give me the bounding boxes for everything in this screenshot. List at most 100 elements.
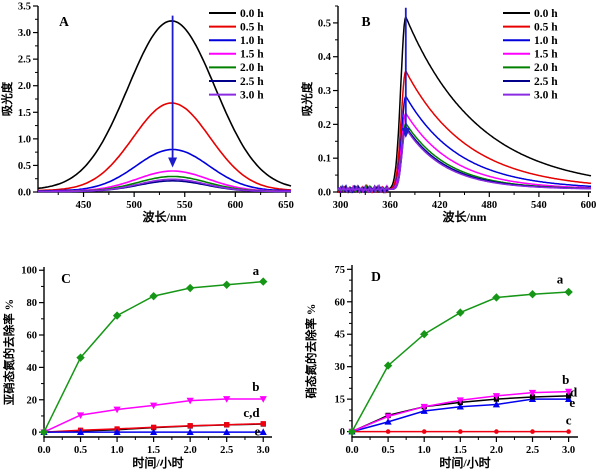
chart-text: 600 <box>581 200 597 211</box>
chart-text: 0.2 <box>318 120 331 131</box>
chart-text: 650 <box>278 200 294 211</box>
series-3.0 h <box>337 126 591 194</box>
marker-square <box>224 422 230 428</box>
axis-spines <box>351 265 578 438</box>
chart-text: c,d <box>243 405 260 420</box>
chart-text: 0.5 <box>318 18 331 29</box>
chart-text: 450 <box>76 200 92 211</box>
marker-square <box>187 423 193 429</box>
marker-diamond <box>259 277 268 286</box>
series-3.0 h <box>38 178 291 193</box>
chart-text: 1.0 <box>418 445 431 456</box>
chart-text: 60 <box>335 297 346 308</box>
chart-text: 3.0 h <box>240 89 264 101</box>
chart-text: 0.4 <box>318 52 332 63</box>
chart-text: b <box>562 372 569 387</box>
marker-diamond <box>185 283 195 293</box>
marker-triangle-down <box>492 393 501 400</box>
panel-C-group: 0.0 0.5 1.0 1.5 2.0 2.5 3.0 0 20 40 60 80 100 时间/小时 亚硝… <box>2 263 272 470</box>
chart-text: 2.5 <box>526 445 539 456</box>
panel-b-chart: 300 360 420 480 540 600 0.0 0.1 0.2 0.3 0.4 0.5 波长/n… <box>300 5 597 224</box>
chart-text: 2.0 <box>490 445 503 456</box>
chart-text: 1.5 <box>18 108 31 119</box>
chart-text: 2.0 h <box>534 62 558 74</box>
chart-text: 0.0 <box>18 188 31 199</box>
chart-text: 时间/小时 <box>132 455 183 470</box>
marker-triangle-down <box>565 388 573 396</box>
panel-D-group: 0.0 0.5 1.0 1.5 2.0 2.5 3.0 0 15 30 45 60 75 时间/小时 硝态氮… <box>304 265 578 470</box>
marker-diamond <box>456 308 465 317</box>
chart-text: 0.0 <box>37 445 50 456</box>
chart-text: 1.5 h <box>240 49 264 61</box>
chart-text: 1.5 <box>454 445 467 456</box>
chart-text: 1.0 h <box>240 35 264 47</box>
chart-text: 2.5 h <box>534 76 558 88</box>
chart-text: 2.0 <box>184 445 197 456</box>
chart-text: 0.3 <box>318 86 331 97</box>
chart-text: 0.5 h <box>240 21 264 33</box>
marker-triangle-up <box>150 428 158 435</box>
marker-diamond <box>39 427 49 437</box>
chart-text: 20 <box>27 395 38 406</box>
marker-triangle-up <box>186 428 194 435</box>
marker-circle <box>494 429 499 434</box>
marker-triangle-down <box>420 403 428 411</box>
panel-d-chart: 0.0 0.5 1.0 1.5 2.0 2.5 3.0 0 15 30 45 60 75 时间/小时 硝态氮… <box>304 265 578 470</box>
chart-text: 30 <box>335 362 346 373</box>
series-0.5 h <box>37 102 292 192</box>
marker-diamond <box>347 427 357 436</box>
marker-triangle-up <box>259 428 267 435</box>
chart-text: 0.0 <box>318 188 331 199</box>
chart-text: 420 <box>432 200 448 211</box>
chart-text: 500 <box>126 200 142 211</box>
series-2.5 h <box>337 125 591 194</box>
panel-a-chart: 450 500 550 600 650 0.0 0.5 1.0 1.5 2.0 2.5 3.0 3.5 波… <box>0 2 294 225</box>
marker-circle <box>566 429 571 434</box>
chart-text: 60 <box>27 331 38 342</box>
chart-text: D <box>371 269 381 284</box>
series-1.5 h <box>337 111 591 194</box>
marker-square <box>260 421 266 427</box>
chart-text: 480 <box>481 200 497 211</box>
chart-text: 300 <box>333 200 349 211</box>
chart-text: 80 <box>27 298 38 309</box>
chart-text: 0 <box>32 428 37 439</box>
marker-triangle-down <box>186 397 194 405</box>
chart-text: a <box>253 263 260 278</box>
chart-text: e <box>569 395 575 410</box>
chart-text: 3.0 <box>562 445 575 456</box>
chart-text: 2.0 h <box>240 62 264 74</box>
chart-text: 3.0 <box>257 445 270 456</box>
marker-diamond <box>112 311 122 320</box>
axis-spines <box>43 267 272 438</box>
chart-text: C <box>61 271 71 286</box>
chart-text: 波长/nm <box>142 209 186 224</box>
marker-triangle-up <box>384 418 392 425</box>
chart-text: 2.5 <box>18 55 31 66</box>
chart-text: 时间/小时 <box>439 455 490 470</box>
chart-text: 1.0 <box>111 445 124 456</box>
series-a <box>43 280 264 433</box>
chart-text: 15 <box>335 395 346 406</box>
chart-text: 2.5 h <box>240 76 264 88</box>
chart-text: 40 <box>27 363 38 374</box>
marker-triangle-up <box>223 428 231 435</box>
marker-square <box>529 394 536 400</box>
marker-triangle-up <box>76 428 85 435</box>
marker-triangle-up <box>420 407 428 414</box>
chart-text: B <box>361 14 370 29</box>
chart-text: 0.0 h <box>534 8 558 20</box>
chart-text: 3.0 h <box>534 89 558 101</box>
marker-triangle-down <box>528 389 537 397</box>
chart-text: 0.5 h <box>534 21 558 33</box>
marker-circle <box>458 429 463 434</box>
chart-text: 0.5 <box>74 445 87 456</box>
panel-B-group: 300 360 420 480 540 600 0.0 0.1 0.2 0.3 0.4 0.5 波长/n… <box>300 5 597 224</box>
marker-triangle-down <box>259 396 267 403</box>
down-arrow-icon <box>168 15 178 168</box>
marker-circle <box>530 429 535 434</box>
chart-text: 1.0 h <box>534 35 558 47</box>
marker-triangle-down <box>150 402 158 410</box>
chart-text: d <box>570 384 578 399</box>
